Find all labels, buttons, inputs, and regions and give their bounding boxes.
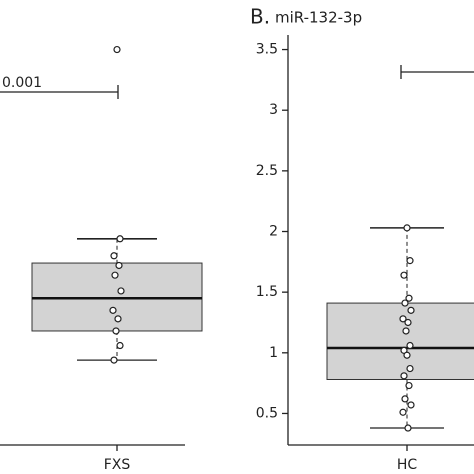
data-point xyxy=(405,294,413,302)
y-tick-label: 0.5 xyxy=(256,405,278,421)
data-point xyxy=(117,287,125,295)
data-point xyxy=(403,351,411,359)
data-point xyxy=(403,224,411,232)
data-point xyxy=(407,306,415,314)
data-point xyxy=(116,341,124,350)
data-point xyxy=(110,356,118,364)
x-tick-label: HC xyxy=(397,457,418,473)
data-point xyxy=(114,315,122,323)
data-point xyxy=(404,424,412,432)
data-point xyxy=(113,45,121,54)
data-point xyxy=(401,299,409,307)
annotation: 0.001 xyxy=(2,75,42,91)
data-point xyxy=(406,364,414,373)
y-tick-label: 1 xyxy=(269,345,278,361)
data-point xyxy=(399,408,407,416)
y-tick-label: 2.5 xyxy=(256,163,278,179)
data-point xyxy=(406,341,414,350)
data-point xyxy=(400,372,408,380)
data-point xyxy=(404,318,412,327)
y-tick-label: 2 xyxy=(269,224,278,240)
data-point xyxy=(401,395,409,403)
data-point xyxy=(115,261,123,270)
data-point xyxy=(399,315,407,323)
chart-title: miR-132-3p xyxy=(275,9,362,27)
data-point xyxy=(402,327,410,335)
data-point xyxy=(111,271,119,279)
bracket xyxy=(400,65,474,79)
data-point xyxy=(109,306,117,314)
data-point xyxy=(400,271,408,279)
x-tick-label: FXS xyxy=(104,457,131,473)
panel-label: B. xyxy=(250,5,270,29)
box xyxy=(326,302,474,380)
y-tick-label: 1.5 xyxy=(256,284,278,300)
y-tick-label: 3.5 xyxy=(256,42,278,58)
data-point xyxy=(405,381,413,390)
data-point xyxy=(112,327,120,335)
data-point xyxy=(407,401,415,409)
data-point xyxy=(406,257,414,265)
y-tick-label: 3 xyxy=(269,102,278,118)
data-point xyxy=(110,252,118,260)
bracket xyxy=(0,85,119,99)
data-point xyxy=(116,235,124,243)
